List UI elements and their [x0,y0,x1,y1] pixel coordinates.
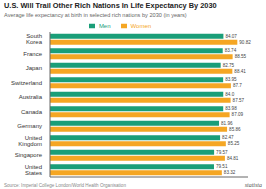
html-text:Women: Women [130,23,152,29]
svg-text:85.86: 85.86 [229,127,241,132]
svg-text:83.95: 83.95 [225,77,237,82]
svg-text:83.32: 83.32 [224,170,236,175]
svg-text:81.96: 81.96 [221,121,233,126]
svg-text:79.57: 79.57 [216,150,228,155]
svg-text:Switzerland: Switzerland [11,80,42,86]
html-text:statista: statista [244,182,262,188]
svg-text:84.07: 84.07 [225,34,237,39]
svg-text:88.55: 88.55 [235,54,247,59]
svg-text:87.7: 87.7 [233,83,242,88]
html-text:U.S. Will Trail Other Rich Nat: U.S. Will Trail Other Rich Nations In Li… [4,1,217,10]
svg-text:84.81: 84.81 [227,156,239,161]
svg-text:SouthKorea: SouthKorea [26,33,43,45]
svg-text:UnitedKingdom: UnitedKingdom [18,135,42,147]
html-text:Source: Imperial College Londo: Source: Imperial College London/World He… [4,182,126,188]
svg-text:82.75: 82.75 [223,63,235,68]
svg-text:Japan: Japan [26,65,42,71]
svg-text:UnitedStates: UnitedStates [25,164,42,176]
svg-text:Singapore: Singapore [15,152,43,158]
svg-text:Germany: Germany [17,123,42,129]
svg-text:Canada: Canada [21,109,43,115]
svg-text:79.51: 79.51 [216,164,228,169]
svg-text:84.0: 84.0 [225,92,234,97]
svg-text:87.57: 87.57 [233,98,245,103]
svg-text:90.82: 90.82 [239,40,251,45]
svg-text:France: France [23,51,42,57]
html-text:Average life expectancy at bir: Average life expectancy at birth in sele… [4,12,187,18]
svg-text:87.09: 87.09 [232,112,244,117]
svg-text:88.41: 88.41 [234,69,246,74]
svg-text:83.98: 83.98 [225,106,237,111]
svg-text:85.25: 85.25 [228,141,240,146]
svg-text:82.47: 82.47 [222,135,234,140]
html-text:Men: Men [98,23,111,29]
svg-text:83.74: 83.74 [225,48,237,53]
svg-text:Australia: Australia [19,94,43,100]
